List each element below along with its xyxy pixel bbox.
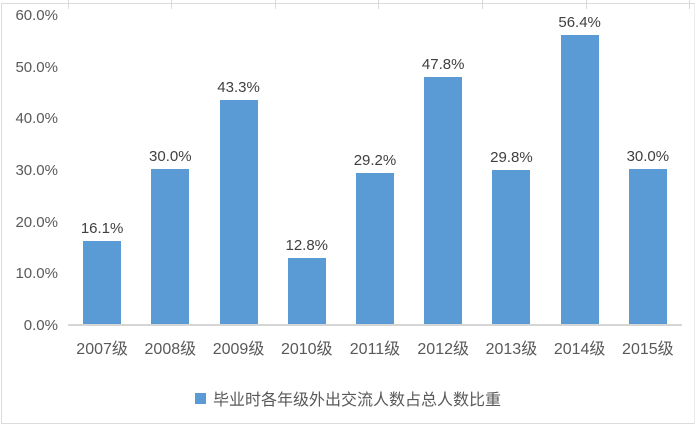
bar	[151, 169, 190, 324]
x-axis-category-label: 2015级	[622, 341, 674, 358]
top-grid-tick	[482, 0, 483, 9]
category-column: 12.8%	[273, 14, 341, 324]
x-axis-category-label: 2007级	[76, 341, 128, 358]
x-axis: 2007级 2008级 2009级 2010级 2011级 2012级 2013…	[68, 335, 682, 359]
x-axis-category-label: 2012级	[417, 341, 469, 358]
y-axis-tick-label: 30.0%	[15, 162, 58, 179]
data-label: 30.0%	[149, 148, 192, 165]
category-column: 16.1%	[68, 14, 136, 324]
y-axis: 60.0% 50.0% 40.0% 30.0% 20.0% 10.0% 0.0%	[0, 0, 58, 340]
legend-swatch-icon	[194, 392, 206, 404]
data-label: 16.1%	[80, 219, 124, 237]
x-axis-category-label: 2009级	[212, 341, 265, 358]
x-axis-category-label: 2014级	[553, 341, 606, 358]
top-grid-tick	[275, 0, 276, 9]
data-label: 56.4%	[558, 14, 601, 31]
category-column: 29.2%	[341, 14, 409, 324]
top-grid-tick	[586, 0, 587, 9]
top-grid-tick	[689, 0, 690, 9]
x-axis-category-label: 2011级	[349, 341, 401, 358]
category-column: 30.0%	[136, 14, 204, 324]
category-column: 43.3%	[204, 14, 272, 324]
y-axis-tick-label: 60.0%	[15, 7, 58, 24]
bar	[560, 35, 599, 324]
bar	[424, 77, 463, 324]
y-axis-tick-label: 10.0%	[15, 265, 58, 282]
data-label: 47.8%	[421, 56, 465, 74]
bar	[219, 100, 258, 324]
plot-area: 16.1% 30.0% 43.3% 12.8% 29.2% 47.8% 29.8…	[68, 14, 682, 326]
legend: 毕业时各年级外出交流人数占总人数比重	[0, 386, 696, 410]
bar	[83, 240, 122, 324]
category-column: 29.8%	[477, 14, 545, 324]
y-axis-tick-label: 40.0%	[15, 110, 58, 127]
category-column: 56.4%	[546, 14, 614, 324]
y-axis-tick-label: 50.0%	[15, 59, 58, 76]
data-label: 29.2%	[353, 152, 397, 170]
top-grid-tick	[378, 0, 379, 9]
data-label: 29.8%	[490, 149, 533, 167]
bar	[355, 173, 394, 324]
data-label: 30.0%	[626, 148, 670, 165]
data-label: 43.3%	[217, 79, 260, 97]
top-grid-tick	[68, 0, 69, 9]
bar	[628, 169, 667, 324]
x-axis-category-label: 2013级	[485, 341, 538, 358]
y-axis-tick-label: 20.0%	[15, 214, 58, 231]
top-grid-tick	[171, 0, 172, 9]
category-column: 47.8%	[409, 14, 477, 324]
x-axis-category-label: 2008级	[144, 341, 197, 358]
x-axis-category-label: 2010级	[280, 341, 333, 358]
bar	[492, 170, 531, 324]
data-label: 12.8%	[285, 236, 329, 254]
y-axis-tick-label: 0.0%	[23, 317, 58, 334]
legend-series-label: 毕业时各年级外出交流人数占总人数比重	[212, 392, 501, 409]
bar	[287, 257, 326, 324]
category-column: 30.0%	[614, 14, 682, 324]
